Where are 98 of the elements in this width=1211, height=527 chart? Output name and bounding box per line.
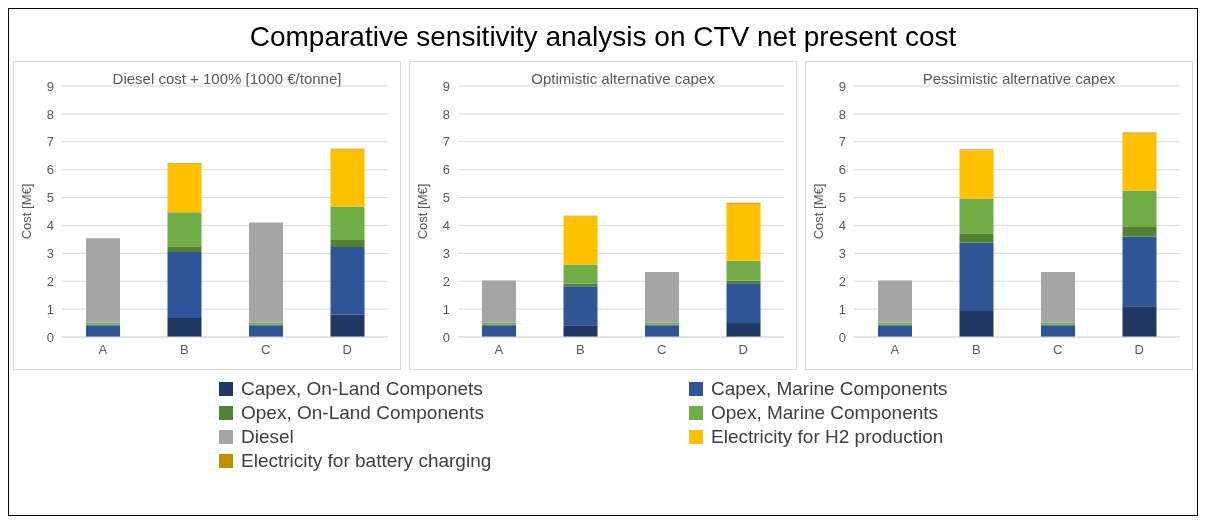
x-tick-label: C <box>261 342 271 358</box>
x-tick-label: B <box>575 342 585 358</box>
y-tick-label: 6 <box>442 162 450 178</box>
bar <box>726 323 761 337</box>
bar <box>330 206 365 240</box>
bar <box>249 222 283 323</box>
y-tick-label: 4 <box>46 218 54 234</box>
bar <box>726 203 761 261</box>
y-tick-label: 2 <box>838 273 846 289</box>
y-axis-title: Cost [M€] <box>18 183 34 240</box>
bar <box>330 314 365 337</box>
bar <box>878 325 912 337</box>
y-tick-label: 1 <box>838 301 846 317</box>
y-tick-label: 5 <box>838 190 846 206</box>
bar <box>1122 190 1157 227</box>
y-tick-label: 9 <box>442 78 450 94</box>
bar <box>167 251 202 319</box>
y-tick-label: 0 <box>838 329 846 345</box>
bar <box>330 239 365 247</box>
chart-title: Pessimistic alternative capex <box>921 70 1117 87</box>
y-tick-label: 9 <box>46 78 54 94</box>
y-tick-label: 7 <box>838 134 846 150</box>
bar <box>167 246 202 252</box>
y-tick-label: 5 <box>46 190 54 206</box>
bar <box>482 280 516 323</box>
x-tick-label: A <box>98 342 108 358</box>
bar <box>1122 236 1157 307</box>
text: Comparative sensitivity analysis on CTV net present cost <box>248 21 958 53</box>
bar <box>482 325 516 337</box>
x-tick-label: A <box>494 342 504 358</box>
y-tick-label: 1 <box>46 301 54 317</box>
bar <box>959 150 994 199</box>
y-tick-label: 1 <box>442 301 450 317</box>
bar <box>959 198 994 234</box>
legend-label: Capex, On-Land Componets <box>241 378 483 400</box>
bar <box>167 212 202 247</box>
x-tick-label: B <box>971 342 981 358</box>
bar <box>645 272 679 323</box>
bar <box>563 264 598 284</box>
legend-label: Electricity for battery charging <box>241 450 492 472</box>
y-tick-label: 4 <box>442 218 450 234</box>
x-tick-label: D <box>738 342 748 358</box>
legend-label: Diesel <box>241 426 294 448</box>
x-tick-label: C <box>1053 342 1063 358</box>
chart-title: Optimistic alternative capex <box>530 70 716 87</box>
y-tick-label: 2 <box>46 273 54 289</box>
y-tick-label: 8 <box>442 106 450 122</box>
y-tick-label: 2 <box>442 273 450 289</box>
bar <box>1122 133 1157 191</box>
bar <box>563 283 598 287</box>
bar <box>726 283 761 324</box>
legend-label: Opex, On-Land Components <box>241 402 484 424</box>
bar <box>959 311 994 337</box>
y-tick-label: 9 <box>838 78 846 94</box>
bar <box>563 286 598 326</box>
legend-label: Electricity for H2 production <box>711 426 944 448</box>
bar <box>249 325 283 337</box>
legend-label: Opex, Marine Components <box>711 402 939 424</box>
x-tick-label: D <box>342 342 352 358</box>
y-tick-label: 3 <box>46 245 54 261</box>
bar <box>959 242 994 312</box>
x-tick-label: D <box>1134 342 1144 358</box>
bar <box>167 163 202 213</box>
y-tick-label: 4 <box>838 218 846 234</box>
y-tick-label: 8 <box>46 106 54 122</box>
bar <box>645 325 679 337</box>
bar <box>86 238 120 323</box>
y-tick-label: 3 <box>442 245 450 261</box>
x-tick-label: A <box>890 342 900 358</box>
bar <box>1122 306 1157 337</box>
bar <box>167 318 202 337</box>
bar <box>1122 226 1157 237</box>
bar <box>878 280 912 323</box>
bar <box>330 149 365 207</box>
y-tick-label: 3 <box>838 245 846 261</box>
y-tick-label: 6 <box>46 162 54 178</box>
bar <box>1041 272 1075 323</box>
bar <box>1041 325 1075 337</box>
y-tick-label: 7 <box>46 134 54 150</box>
chart-title: Diesel cost + 100% [1000 €/tonne] <box>111 70 343 87</box>
x-tick-label: C <box>657 342 667 358</box>
y-tick-label: 0 <box>442 329 450 345</box>
bar <box>959 233 994 243</box>
bar <box>563 216 598 265</box>
y-tick-label: 8 <box>838 106 846 122</box>
legend-label: Capex, Marine Components <box>711 378 948 400</box>
y-tick-label: 0 <box>46 329 54 345</box>
bar <box>563 325 598 337</box>
y-tick-label: 6 <box>838 162 846 178</box>
y-axis-title: Cost [M€] <box>414 183 430 240</box>
bar <box>86 325 120 337</box>
x-tick-label: B <box>179 342 189 358</box>
bar <box>726 260 761 281</box>
y-tick-label: 5 <box>442 190 450 206</box>
bar <box>726 280 761 284</box>
bar <box>330 246 365 315</box>
y-tick-label: 7 <box>442 134 450 150</box>
y-axis-title: Cost [M€] <box>810 183 826 240</box>
